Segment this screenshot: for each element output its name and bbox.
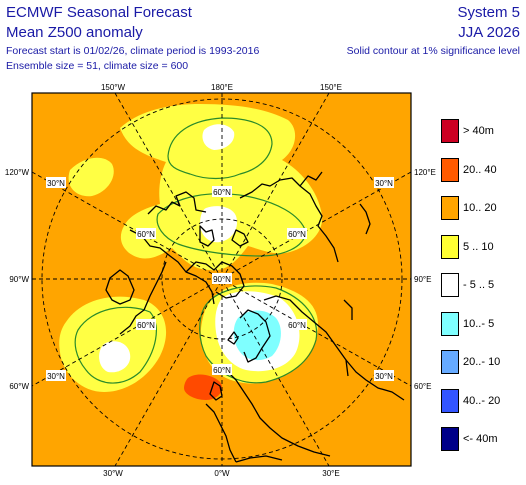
left-label-60w: 60°W — [9, 382, 29, 391]
lat-label-ne-30: 30°N — [375, 179, 393, 188]
anomaly-region-20-40 — [184, 374, 223, 400]
legend-label-10-20: 10.. 20 — [463, 202, 497, 214]
lat-label-sw-30: 30°N — [47, 372, 65, 381]
legend-swatch-neg20-neg10 — [441, 350, 459, 374]
legend-swatch-neg10-neg5 — [441, 312, 459, 336]
legend-swatch-5-10 — [441, 235, 459, 259]
meridian-150w-30e — [114, 93, 330, 466]
chart-title: ECMWF Seasonal Forecast — [6, 4, 192, 21]
legend-label-20-40: 20.. 40 — [463, 164, 497, 176]
coastlines — [105, 171, 405, 463]
lat-label-ne-60: 60°N — [288, 230, 306, 239]
lat-label-w-60: 60°N — [137, 321, 155, 330]
legend-swatch-lt-neg40 — [441, 427, 459, 451]
anomaly-region-near-zero-arctic — [200, 206, 238, 243]
legend-swatch-20-40 — [441, 158, 459, 182]
legend-label-lt-neg40: <- 40m — [463, 433, 498, 445]
lat-label-se-30: 30°N — [375, 372, 393, 381]
map-frame — [31, 92, 412, 467]
legend-label-gt-40: > 40m — [463, 125, 494, 137]
lat-label-pole-90: 90°N — [213, 275, 231, 284]
legend-swatch-10-20 — [441, 196, 459, 220]
anomaly-region-near-zero-atlantic — [99, 341, 131, 373]
ensemble-info: Ensemble size = 51, climate size = 600 — [6, 60, 189, 72]
legend-swatch-gt-40 — [441, 119, 459, 143]
right-label-120e: 120°E — [414, 168, 436, 177]
top-label-150w: 150°W — [101, 83, 126, 92]
significance-note: Solid contour at 1% significance level — [346, 45, 520, 57]
system-label: System 5 — [457, 4, 520, 21]
top-label-180e: 180°E — [211, 83, 233, 92]
right-label-90e: 90°E — [414, 275, 431, 284]
anomaly-region-negative-10-5 — [233, 310, 281, 361]
legend-label-neg20-neg10: 20..- 10 — [463, 356, 501, 368]
significance-contour-europe — [199, 285, 318, 384]
anomaly-region-5-10-northwest — [68, 157, 114, 197]
top-label-150e: 150°E — [320, 83, 342, 92]
right-label-60e: 60°E — [414, 382, 431, 391]
legend-swatch-neg40-neg20 — [441, 389, 459, 413]
anomaly-region-near-zero-pacific — [202, 124, 235, 150]
left-label-90w: 90°W — [9, 275, 29, 284]
left-label-120w: 120°W — [5, 168, 30, 177]
bottom-label-0w: 0°W — [214, 469, 230, 478]
bottom-label-30w: 30°W — [103, 469, 123, 478]
bottom-label-30e: 30°E — [322, 469, 339, 478]
meridian-150e-30w — [114, 93, 330, 466]
lat-label-e-60: 60°N — [288, 321, 306, 330]
map-labels: 150°W 180°E 150°E 30°W 0°W 30°E 120°W 90… — [5, 83, 436, 478]
lat-label-nw-60: 60°N — [137, 230, 155, 239]
lat-label-nw-30: 30°N — [47, 179, 65, 188]
significance-contour-atlantic — [74, 306, 157, 384]
chart-subtitle: Mean Z500 anomaly — [6, 24, 143, 41]
legend-swatch-neg5-5 — [441, 273, 459, 297]
lat-label-n-60: 60°N — [213, 188, 231, 197]
season-label: JJA 2026 — [458, 24, 520, 41]
legend-label-neg10-neg5: 10..- 5 — [463, 318, 495, 330]
legend-label-neg5-5: - 5 .. 5 — [463, 279, 495, 291]
legend-label-neg40-neg20: 40..- 20 — [463, 395, 501, 407]
legend-label-5-10: 5 .. 10 — [463, 241, 494, 253]
latitude-labels: 30°N 60°N 60°N 60°N 30°N 90°N 60°N 60°N … — [46, 177, 394, 381]
forecast-info: Forecast start is 01/02/26, climate peri… — [6, 45, 260, 57]
significance-contour-pacific — [167, 117, 273, 180]
lat-label-s-60: 60°N — [213, 366, 231, 375]
